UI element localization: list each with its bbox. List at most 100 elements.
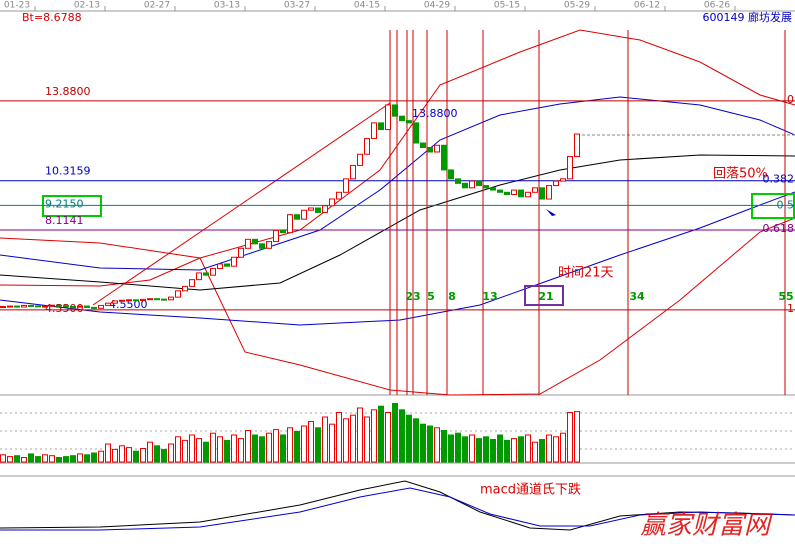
time-label: 55 <box>778 290 793 303</box>
volume-bar <box>518 436 524 463</box>
volume-bar <box>406 414 412 463</box>
peak-label: 13.8800 <box>412 107 458 120</box>
volume-bar <box>28 453 34 463</box>
volume-bar <box>224 439 230 463</box>
candle <box>98 304 104 309</box>
volume-bar <box>287 427 293 463</box>
candle <box>462 182 468 189</box>
candle <box>329 198 335 207</box>
volume-bar <box>84 454 90 463</box>
candle <box>476 180 482 187</box>
candle <box>238 247 244 258</box>
volume-bar <box>427 425 433 463</box>
volume-bar <box>189 434 195 463</box>
security-name: 600149 廊坊发展 <box>703 10 793 24</box>
candle <box>119 299 125 302</box>
candle <box>490 187 496 191</box>
volume-bar <box>378 405 384 463</box>
candle <box>63 305 69 308</box>
volume-bar <box>217 436 223 463</box>
candle <box>21 304 27 308</box>
candle <box>315 207 321 213</box>
volume-bar <box>168 443 174 463</box>
candle <box>203 272 209 276</box>
volume-bar <box>343 418 349 463</box>
candle <box>574 133 580 157</box>
candle <box>210 267 216 276</box>
candle <box>7 305 13 308</box>
volume-bar <box>322 416 328 463</box>
volume-bar <box>511 438 517 463</box>
volume-bar <box>49 455 55 463</box>
volume-bar <box>105 443 111 463</box>
volume-bar <box>140 448 146 463</box>
ratio-label: 0.618 <box>763 222 795 235</box>
volume-bar <box>196 438 202 463</box>
volume-bar <box>210 432 216 463</box>
volume-bar <box>567 412 573 463</box>
date-label: 06-12 <box>634 1 660 11</box>
candle <box>105 302 111 306</box>
candle <box>84 305 90 308</box>
time-note: 时间21天 <box>558 266 614 281</box>
candle <box>35 305 41 308</box>
candle <box>532 187 538 193</box>
candle <box>497 189 503 193</box>
indicator-curves <box>0 29 795 396</box>
watermark: 赢家财富网 <box>640 511 773 541</box>
volume-bar <box>525 434 531 463</box>
time-label: 13 <box>482 290 497 303</box>
cursor-arrow <box>546 209 556 216</box>
candle <box>350 164 356 180</box>
candle <box>161 298 167 301</box>
candle <box>385 104 391 131</box>
time-label: 34 <box>629 290 645 303</box>
candle <box>399 115 405 122</box>
macd-lines <box>0 480 795 531</box>
ratio-label: 0.382 <box>763 173 795 186</box>
volume-bar <box>483 436 489 463</box>
candle <box>168 296 174 301</box>
candle <box>413 122 419 144</box>
retrace-note: 回落50% <box>713 167 768 182</box>
volume-bar <box>231 434 237 463</box>
candle <box>287 214 293 234</box>
candle <box>49 304 55 307</box>
candle <box>511 189 517 196</box>
candle <box>154 298 160 301</box>
volume-bar <box>112 448 118 463</box>
volume-bar <box>462 436 468 463</box>
candle <box>140 298 146 301</box>
volume-bar <box>0 454 6 463</box>
volume-bar <box>364 416 370 463</box>
level-label: 13.8800 <box>45 85 91 98</box>
date-label: 01-23 <box>4 1 30 11</box>
candle <box>224 263 230 267</box>
volume-bar <box>294 430 300 463</box>
volume-bar <box>161 448 167 463</box>
candle <box>539 187 545 200</box>
volume-bar <box>532 441 538 463</box>
volume-bar <box>98 450 104 463</box>
volume-bar <box>70 455 76 463</box>
volume-bar <box>266 432 272 463</box>
volume-bar <box>77 453 83 463</box>
level-label: 4.5500 <box>45 302 84 315</box>
volume-bar <box>42 454 48 463</box>
volume-bar <box>238 438 244 463</box>
volume-bar <box>308 421 314 463</box>
candle <box>322 205 328 213</box>
volume-bar <box>119 445 125 463</box>
time-label: 23 <box>405 290 420 303</box>
time-label: 21 <box>538 290 553 303</box>
volume-bar <box>420 423 426 463</box>
volume-bar <box>490 439 496 463</box>
candle <box>70 306 76 309</box>
volume-bar <box>245 430 251 463</box>
volume-bar <box>63 456 69 463</box>
candle <box>420 142 426 149</box>
volume-bar <box>14 455 20 463</box>
candle <box>483 185 489 189</box>
candle <box>427 147 433 153</box>
